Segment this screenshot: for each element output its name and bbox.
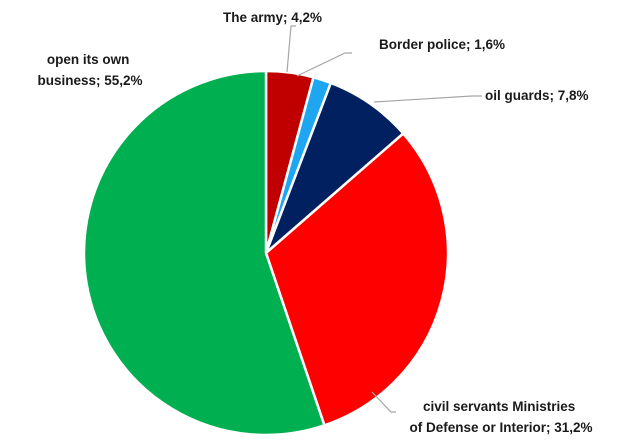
data-label-border-police-line-1: Border police; 1,6%	[379, 37, 505, 52]
data-label-army: The army; 4,2%	[223, 10, 322, 25]
data-label-own-business-line-1: open its own	[47, 52, 130, 67]
leader-line-civil-servants	[371, 391, 396, 413]
data-label-border-police: Border police; 1,6%	[379, 37, 505, 52]
data-label-army-line-1: The army; 4,2%	[223, 10, 322, 25]
data-label-civil-servants-line-2: of Defense or Interior; 31,2%	[409, 420, 592, 435]
data-label-civil-servants: civil servants Ministries of Defense or …	[409, 399, 592, 435]
leader-lines	[286, 25, 482, 413]
pie-slice-own-business	[82, 69, 326, 437]
data-label-oil-guards: oil guards; 7,8%	[485, 88, 589, 103]
leader-line-oil-guards	[373, 95, 482, 103]
pie-slice-civil-servants	[264, 132, 450, 427]
data-label-own-business-line-2: business; 55,2%	[37, 73, 142, 88]
pie-slices	[82, 69, 450, 437]
leader-line-army	[286, 25, 296, 73]
data-label-oil-guards-line-1: oil guards; 7,8%	[485, 88, 589, 103]
data-label-own-business: open its own business; 55,2%	[37, 52, 142, 88]
leader-line-border-police	[296, 52, 352, 77]
data-label-civil-servants-line-1: civil servants Ministries	[423, 399, 575, 414]
data-labels: The army; 4,2% Border police; 1,6% oil g…	[37, 10, 592, 435]
